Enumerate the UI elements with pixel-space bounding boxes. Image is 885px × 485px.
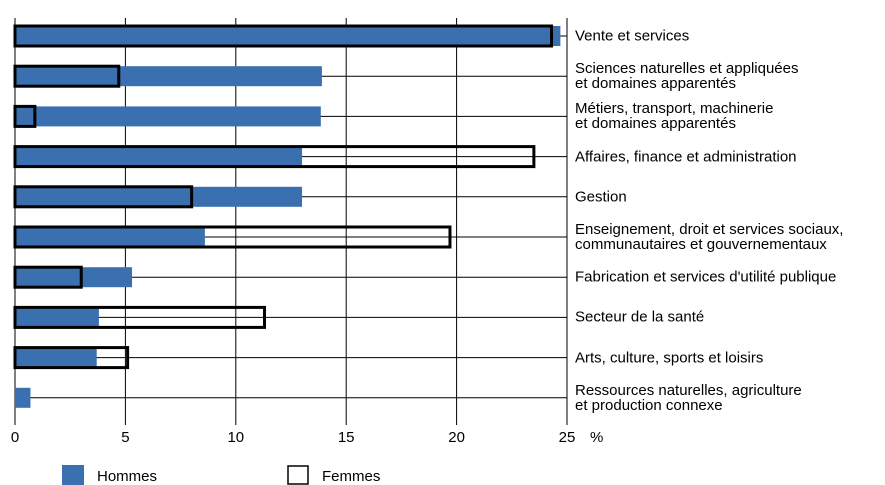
legend-label: Femmes	[322, 468, 380, 485]
bar	[15, 307, 99, 328]
legend-label: Hommes	[97, 468, 157, 485]
bar-outline	[13, 104, 37, 128]
bar	[15, 186, 303, 207]
bar	[15, 66, 322, 87]
category-label: Sciences naturelles et appliquées et dom…	[575, 60, 799, 93]
category-label: Métiers, transport, machinerie et domain…	[575, 100, 774, 133]
bar-outline	[13, 346, 130, 370]
category-label: Affaires, finance et administration	[575, 148, 797, 166]
x-tick-label: 10	[227, 429, 244, 446]
bar-outline	[13, 265, 83, 289]
bar-outline	[13, 145, 536, 169]
x-tick-label: 15	[338, 429, 355, 446]
category-label: Secteur de la santé	[575, 308, 705, 326]
bar-outline	[13, 24, 554, 48]
legend-swatch	[62, 465, 84, 485]
bar	[15, 227, 205, 247]
category-label: Arts, culture, sports et loisirs	[575, 349, 764, 367]
x-tick-label: 0	[11, 429, 19, 446]
category-label: Fabrication et services d'utilité publiq…	[575, 268, 837, 286]
legend-swatch	[287, 465, 309, 485]
category-label: Gestion	[575, 188, 627, 206]
bar	[15, 387, 31, 408]
x-tick-label: 20	[448, 429, 465, 446]
category-label: Ressources naturelles, agriculture et pr…	[575, 381, 802, 414]
bar-outline	[13, 64, 121, 88]
bar-outline	[13, 225, 452, 249]
category-label: Enseignement, droit et services sociaux,…	[575, 221, 844, 253]
bar	[15, 347, 97, 368]
bar	[15, 146, 303, 167]
bar-outline	[13, 185, 194, 209]
x-tick-label: 5	[121, 429, 129, 446]
bar	[15, 26, 561, 46]
bar-outline	[13, 305, 267, 329]
bar	[15, 267, 133, 288]
category-label: Vente et services	[575, 27, 690, 45]
bar	[15, 106, 321, 127]
x-tick-label: 25	[559, 429, 576, 446]
x-axis-label: %	[590, 429, 603, 446]
